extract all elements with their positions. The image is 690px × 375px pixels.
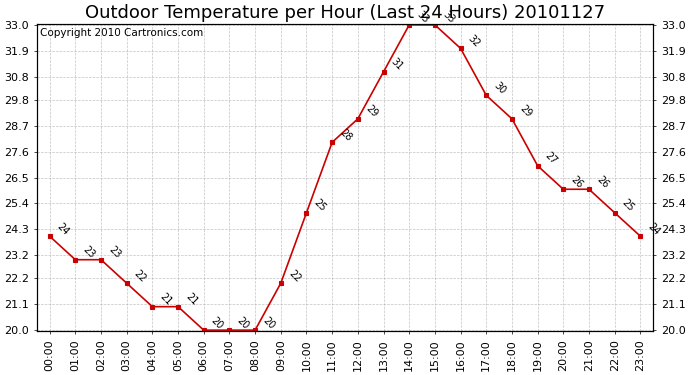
Text: 26: 26 bbox=[569, 174, 584, 190]
Text: 29: 29 bbox=[518, 104, 533, 119]
Text: 21: 21 bbox=[158, 291, 174, 307]
Title: Outdoor Temperature per Hour (Last 24 Hours) 20101127: Outdoor Temperature per Hour (Last 24 Ho… bbox=[85, 4, 605, 22]
Text: 33: 33 bbox=[440, 10, 456, 26]
Text: 26: 26 bbox=[595, 174, 611, 190]
Text: 20: 20 bbox=[261, 315, 277, 331]
Text: 21: 21 bbox=[184, 291, 199, 307]
Text: 32: 32 bbox=[466, 33, 482, 49]
Text: 31: 31 bbox=[389, 57, 405, 72]
Text: 24: 24 bbox=[55, 221, 71, 237]
Text: 27: 27 bbox=[543, 150, 559, 166]
Text: 25: 25 bbox=[312, 198, 328, 213]
Text: 30: 30 bbox=[492, 80, 508, 96]
Text: 28: 28 bbox=[337, 127, 353, 143]
Text: 25: 25 bbox=[620, 198, 636, 213]
Text: 23: 23 bbox=[106, 244, 122, 260]
Text: 22: 22 bbox=[132, 268, 148, 284]
Text: 20: 20 bbox=[209, 315, 225, 331]
Text: 23: 23 bbox=[81, 244, 97, 260]
Text: 33: 33 bbox=[415, 10, 431, 26]
Text: 22: 22 bbox=[286, 268, 302, 284]
Text: 24: 24 bbox=[646, 221, 662, 237]
Text: 29: 29 bbox=[364, 104, 380, 119]
Text: 20: 20 bbox=[235, 315, 250, 331]
Text: Copyright 2010 Cartronics.com: Copyright 2010 Cartronics.com bbox=[40, 28, 203, 38]
